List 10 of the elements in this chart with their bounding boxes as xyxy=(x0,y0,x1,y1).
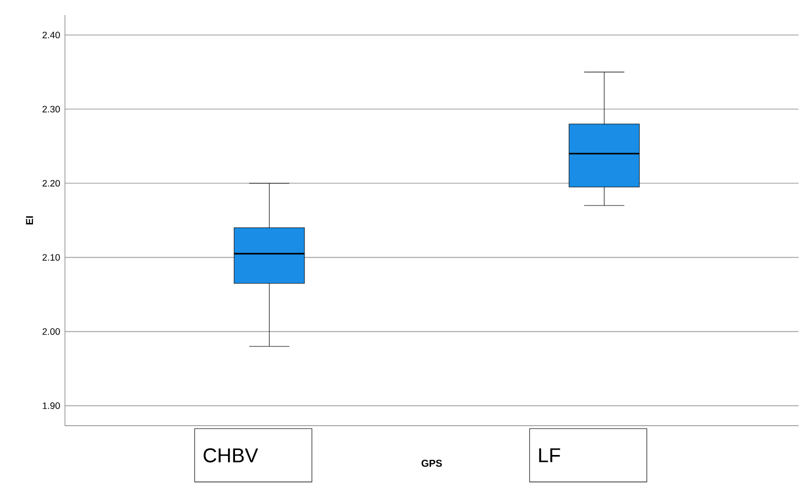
y-tick-label: 2.10 xyxy=(42,254,60,261)
y-tick-label: 2.00 xyxy=(42,328,60,336)
x-tick-label: LF xyxy=(539,448,560,462)
y-tick-label: 2.40 xyxy=(42,32,60,38)
y-tick-label: 2.30 xyxy=(42,106,60,113)
y-axis-title: EI xyxy=(26,216,33,225)
y-tick-label: 1.90 xyxy=(42,402,60,410)
x-tick-label: CHBV xyxy=(204,448,258,463)
x-axis-title: GPS xyxy=(422,460,442,467)
y-tick-label: 2.20 xyxy=(42,180,60,187)
